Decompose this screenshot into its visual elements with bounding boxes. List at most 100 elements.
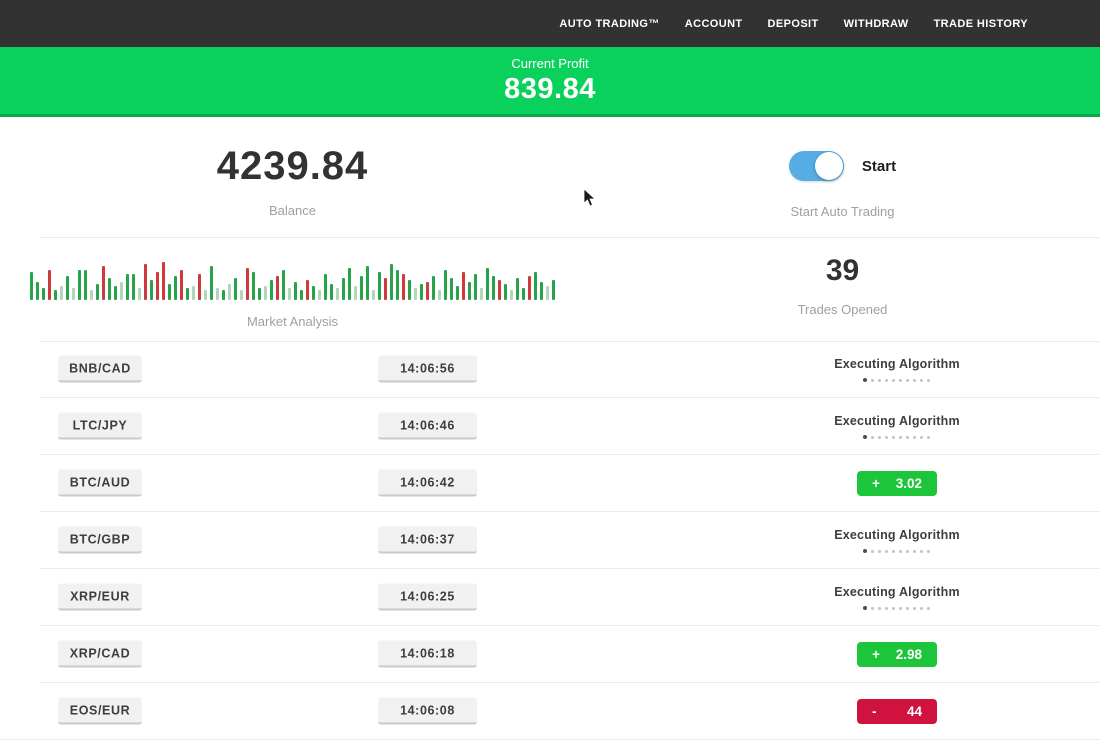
market-bar (474, 274, 477, 300)
trade-row: EOS/EUR 14:06:08 - 44 (0, 682, 1100, 740)
progress-dot (913, 606, 917, 610)
trade-row: BTC/GBP 14:06:37 Executing Algorithm (0, 511, 1100, 569)
trade-row: BNB/CAD 14:06:56 Executing Algorithm (0, 340, 1100, 398)
current-profit-label: Current Profit (511, 55, 589, 71)
market-bar (294, 282, 297, 300)
progress-dot (892, 606, 896, 610)
market-analysis-chart (30, 256, 555, 300)
toggle-knob-icon (814, 152, 843, 180)
market-bar (306, 280, 309, 300)
toggle-label: Start (861, 157, 897, 175)
market-bar (480, 288, 483, 300)
market-bar (180, 270, 183, 300)
nav-item-auto-trading[interactable]: AUTO TRADING™ (559, 17, 660, 30)
market-bar (456, 286, 459, 300)
divider (40, 237, 1100, 238)
progress-dot (913, 435, 917, 439)
progress-dot (920, 549, 924, 553)
market-bar (102, 266, 105, 300)
trade-row: XRP/CAD 14:06:18 + 2.98 (0, 625, 1100, 683)
progress-dot (899, 378, 903, 382)
market-bar (198, 274, 201, 300)
time-badge: 14:06:42 (378, 469, 477, 497)
market-bar (384, 278, 387, 300)
market-bar (168, 284, 171, 300)
trades-opened-value: 39 (825, 254, 860, 287)
auto-trading-toggle[interactable] (788, 151, 844, 181)
progress-dot (892, 549, 896, 553)
market-bar (162, 262, 165, 300)
market-bar (66, 276, 69, 300)
progress-dot (927, 378, 931, 382)
market-bar (510, 290, 513, 300)
status-label: Executing Algorithm (834, 414, 960, 428)
market-bar (414, 288, 417, 300)
market-bar (126, 274, 129, 300)
progress-dot (927, 435, 931, 439)
trade-status: + 3.02 (797, 455, 997, 512)
market-bar (138, 288, 141, 300)
nav-item-account[interactable]: ACCOUNT (684, 17, 743, 30)
market-bar (504, 284, 507, 300)
market-bar (300, 290, 303, 300)
market-bar (348, 268, 351, 300)
market-bar (408, 280, 411, 300)
progress-dot (885, 606, 889, 610)
time-badge: 14:06:46 (378, 412, 477, 440)
auto-trading-cell: Start Start Auto Trading (585, 138, 1100, 237)
market-bar (48, 270, 51, 300)
market-bar (486, 268, 489, 300)
market-bar (402, 274, 405, 300)
progress-dot (878, 378, 882, 382)
balance-cell: 4239.84 Balance (0, 138, 585, 237)
market-bar (360, 276, 363, 300)
market-bar (546, 286, 549, 300)
market-bar (468, 282, 471, 300)
progress-dot (906, 435, 910, 439)
start-auto-trading-label: Start Auto Trading (790, 204, 895, 219)
progress-dot (892, 378, 896, 382)
trade-status: - 44 (797, 683, 997, 740)
status-label: Executing Algorithm (834, 585, 960, 599)
market-bar (444, 270, 447, 300)
progress-dots-icon (863, 378, 931, 382)
market-bar (108, 278, 111, 300)
progress-dot (871, 549, 875, 553)
trades-opened-label: Trades Opened (797, 302, 888, 317)
stats-row-balance: 4239.84 Balance Start Start Auto Trading (0, 138, 1100, 237)
result-value: 44 (906, 704, 922, 719)
progress-dot (885, 549, 889, 553)
market-bar (432, 276, 435, 300)
market-bar (528, 276, 531, 300)
progress-dot (906, 606, 910, 610)
progress-dot (863, 435, 868, 439)
market-bar (276, 276, 279, 300)
market-bar (282, 270, 285, 300)
market-bar (72, 288, 75, 300)
nav-item-withdraw[interactable]: WITHDRAW (843, 17, 909, 30)
progress-dot (906, 549, 910, 553)
market-bar (228, 284, 231, 300)
market-bar (78, 270, 81, 300)
market-bar (222, 290, 225, 300)
market-bar (156, 272, 159, 300)
trade-status: Executing Algorithm (797, 341, 997, 398)
market-bar (192, 286, 195, 300)
result-badge: + 2.98 (857, 642, 937, 667)
nav-item-deposit[interactable]: DEPOSIT (767, 17, 819, 30)
market-bar (252, 272, 255, 300)
progress-dot (899, 549, 903, 553)
market-bar (534, 272, 537, 300)
market-bar (330, 284, 333, 300)
time-badge: 14:06:56 (378, 355, 477, 383)
divider (40, 341, 1100, 342)
market-bar (210, 266, 213, 300)
progress-dot (871, 606, 875, 610)
market-bar (450, 278, 453, 300)
market-bar (438, 290, 441, 300)
progress-dot (913, 549, 917, 553)
nav-item-trade-history[interactable]: TRADE HISTORY (933, 17, 1028, 30)
market-bar (372, 290, 375, 300)
market-bar (216, 288, 219, 300)
result-badge: + 3.02 (857, 471, 937, 496)
